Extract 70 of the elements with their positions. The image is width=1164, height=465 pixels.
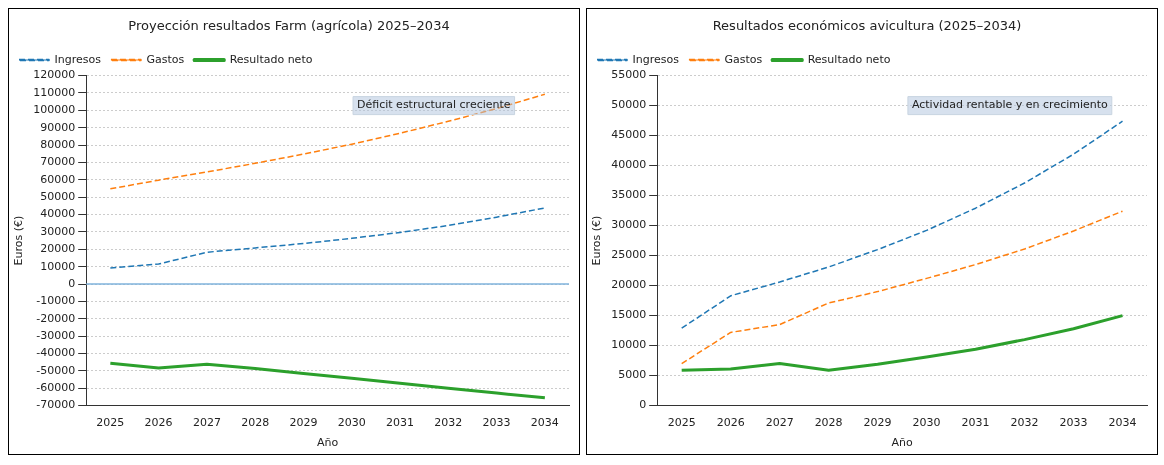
x-tick-label: 2029	[863, 416, 892, 430]
x-tick-label: 2028	[241, 416, 270, 430]
x-tick-label: 2026	[144, 416, 173, 430]
x-tick-label: 2030	[912, 416, 941, 430]
y-tick-label: 50000	[40, 190, 76, 204]
y-tick-label: 70000	[40, 155, 76, 169]
x-tick-label: 2027	[765, 416, 794, 430]
y-tick-label: 0	[68, 276, 76, 290]
y-tick-label: 120000	[33, 68, 76, 82]
chart-title: Resultados económicos avicultura (2025–2034)	[712, 18, 1022, 34]
y-tick-label: 110000	[33, 85, 76, 99]
x-tick-label: 2033	[482, 416, 511, 430]
y-tick-label: 5000	[618, 368, 647, 382]
chart-title: Proyección resultados Farm (agrícola) 2025–2034	[128, 18, 450, 34]
y-tick-label: -50000	[36, 363, 76, 377]
y-tick-label: -20000	[36, 311, 76, 325]
y-tick-label: 50000	[611, 98, 647, 112]
line-series	[109, 207, 546, 269]
y-tick-label: -10000	[36, 294, 76, 308]
line-series	[680, 210, 1124, 365]
y-tick-label: 90000	[40, 120, 76, 134]
y-tick-label: -60000	[36, 381, 76, 395]
x-tick-label: 2032	[1010, 416, 1039, 430]
x-tick-label: 2034	[1108, 416, 1137, 430]
y-axis-title: Euros (€)	[12, 215, 26, 266]
x-axis-title: Año	[891, 436, 913, 450]
legend-label: Ingresos	[632, 52, 680, 66]
x-tick-label: 2029	[289, 416, 318, 430]
y-tick-label: -40000	[36, 346, 76, 360]
legend-label: Resultado neto	[807, 52, 891, 66]
y-tick-label: 30000	[40, 224, 76, 238]
y-tick-label: 40000	[40, 207, 76, 221]
y-tick-label: 15000	[611, 308, 647, 322]
legend-label: Gastos	[146, 52, 185, 66]
y-tick-label: 40000	[611, 158, 647, 172]
y-tick-label: 35000	[611, 188, 647, 202]
y-tick-label: 10000	[611, 338, 647, 352]
x-tick-label: 2031	[961, 416, 990, 430]
y-tick-label: 20000	[40, 242, 76, 256]
y-tick-label: 25000	[611, 248, 647, 262]
line-series	[680, 120, 1124, 329]
y-tick-label: -70000	[36, 398, 76, 412]
x-tick-label: 2034	[530, 416, 559, 430]
annotation: Déficit estructural creciente	[357, 98, 511, 112]
x-tick-label: 2025	[96, 416, 125, 430]
y-tick-label: -30000	[36, 328, 76, 342]
x-tick-label: 2033	[1059, 416, 1088, 430]
y-tick-label: 20000	[611, 278, 647, 292]
legend-label: Resultado neto	[229, 52, 313, 66]
y-tick-label: 30000	[611, 218, 647, 232]
x-tick-label: 2031	[386, 416, 415, 430]
y-tick-label: 60000	[40, 172, 76, 186]
annotation: Actividad rentable y en crecimiento	[911, 98, 1109, 112]
x-tick-label: 2027	[192, 416, 221, 430]
y-tick-label: 80000	[40, 137, 76, 151]
y-tick-label: 45000	[611, 128, 647, 142]
x-tick-label: 2030	[337, 416, 366, 430]
legend-label: Ingresos	[54, 52, 102, 66]
y-tick-label: 0	[639, 398, 647, 412]
y-tick-label: 100000	[33, 103, 76, 117]
y-axis-title: Euros (€)	[590, 215, 604, 266]
line-series	[109, 93, 546, 190]
y-tick-label: 10000	[40, 259, 76, 273]
y-tick-label: 55000	[611, 68, 647, 82]
x-tick-label: 2032	[434, 416, 463, 430]
x-tick-label: 2026	[716, 416, 745, 430]
x-tick-label: 2025	[667, 416, 696, 430]
x-axis-title: Año	[316, 436, 339, 450]
legend-label: Gastos	[724, 52, 763, 66]
x-tick-label: 2028	[814, 416, 843, 430]
